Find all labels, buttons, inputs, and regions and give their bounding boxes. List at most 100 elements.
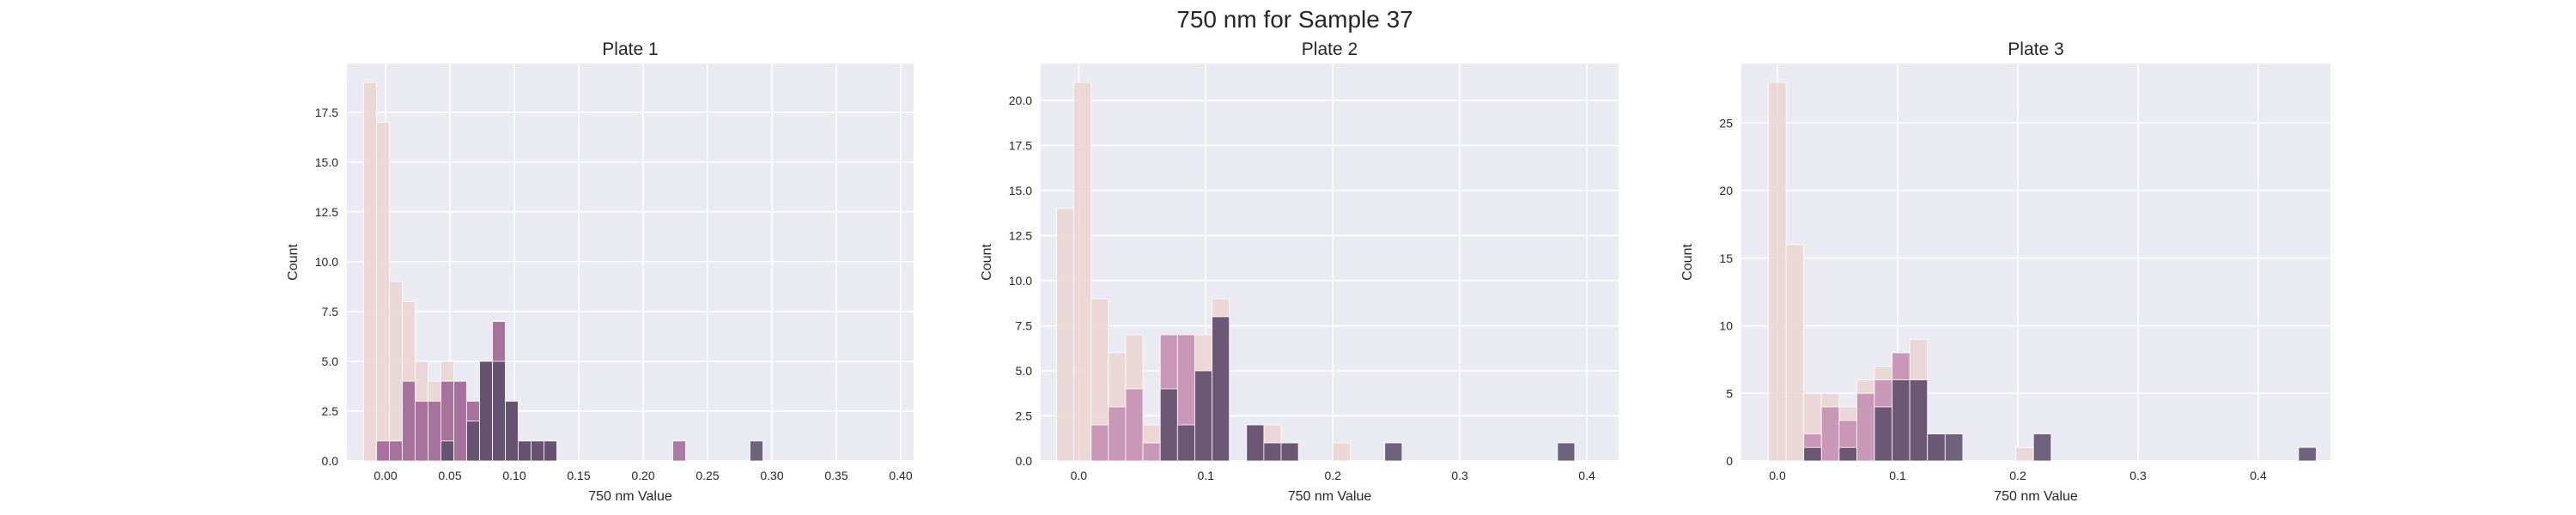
y-tick-label: 10.0 bbox=[315, 255, 338, 269]
y-tick-label: 0 bbox=[1726, 454, 1733, 468]
histogram-bar bbox=[2032, 433, 2052, 462]
x-axis-label: 750 nm Value bbox=[588, 489, 672, 504]
histogram-bar bbox=[492, 360, 506, 462]
histogram-bar bbox=[1803, 446, 1822, 462]
x-tick-label: 0.20 bbox=[631, 469, 654, 482]
y-tick-label: 0.0 bbox=[322, 454, 339, 468]
histogram-bar bbox=[672, 440, 686, 462]
chart-panel-3: 0.0 0.1 0.2 0.3 0.4 0 5 10 15 20 25 Plate 3 750 nm V… bbox=[1680, 39, 2330, 504]
y-tick-label: 2.5 bbox=[322, 404, 339, 418]
y-tick-label: 5 bbox=[1726, 386, 1733, 400]
x-tick-label: 0.40 bbox=[889, 469, 912, 482]
y-tick-label: 12.5 bbox=[315, 205, 338, 219]
histogram-bar bbox=[1142, 442, 1161, 462]
x-tick-label: 0.2 bbox=[2009, 469, 2026, 482]
y-tick-label: 2.5 bbox=[1016, 409, 1033, 423]
y-tick-label: 7.5 bbox=[1016, 319, 1033, 333]
histogram-bar bbox=[1944, 433, 1964, 462]
histogram-bar bbox=[376, 440, 390, 462]
y-tick-label: 10.0 bbox=[1009, 274, 1032, 288]
histogram-bar bbox=[1384, 442, 1403, 462]
y-tick-label: 20.0 bbox=[1009, 94, 1032, 107]
histogram-bar bbox=[1838, 446, 1857, 462]
histogram-bar bbox=[1820, 406, 1840, 462]
y-axis-label: Count bbox=[980, 244, 994, 281]
histogram-bar bbox=[402, 380, 416, 462]
histogram-bar bbox=[1768, 82, 1787, 462]
histogram-bar bbox=[389, 281, 403, 462]
histogram-bar bbox=[2298, 446, 2317, 462]
histogram-bar bbox=[376, 122, 390, 462]
y-axis-label: Count bbox=[286, 244, 301, 281]
histogram-bar bbox=[1212, 316, 1230, 462]
x-tick-label: 0.4 bbox=[2250, 469, 2267, 482]
x-tick-label: 0.10 bbox=[502, 469, 526, 482]
y-tick-label: 7.5 bbox=[322, 305, 339, 318]
y-axis-label: Count bbox=[1680, 244, 1695, 281]
histogram-bar bbox=[1125, 388, 1144, 462]
histogram-bar bbox=[1892, 379, 1911, 462]
chart-panel-2: 0.0 0.1 0.2 0.3 0.4 0.0 2.5 5.0 7.5 10.0 12.5 15.0 1… bbox=[980, 39, 1619, 504]
histogram-bar bbox=[1909, 379, 1929, 462]
panel-title: Plate 3 bbox=[2008, 39, 2063, 59]
y-tick-label: 17.5 bbox=[315, 106, 338, 119]
histogram-bar bbox=[505, 400, 519, 462]
histogram-bar bbox=[1108, 406, 1127, 462]
figure-title: 750 nm for Sample 37 bbox=[1176, 6, 1413, 33]
histogram-bar bbox=[1091, 424, 1109, 462]
y-tick-label: 15.0 bbox=[1009, 184, 1032, 197]
histogram-bar bbox=[440, 440, 454, 462]
histogram-bar bbox=[1194, 370, 1212, 462]
histogram-bar bbox=[466, 421, 480, 462]
histogram-bar bbox=[1856, 392, 1875, 462]
histogram-bar bbox=[1785, 244, 1805, 462]
x-tick-label: 0.2 bbox=[1324, 469, 1341, 482]
x-tick-label: 0.0 bbox=[1071, 469, 1088, 482]
x-tick-label: 0.35 bbox=[824, 469, 848, 482]
x-tick-label: 0.4 bbox=[1578, 469, 1595, 482]
x-tick-label: 0.30 bbox=[760, 469, 783, 482]
y-tick-label: 0.0 bbox=[1016, 454, 1033, 468]
histogram-bar bbox=[1332, 442, 1351, 462]
x-tick-label: 0.1 bbox=[1889, 469, 1906, 482]
x-tick-label: 0.15 bbox=[567, 469, 590, 482]
y-tick-label: 12.5 bbox=[1009, 229, 1032, 243]
plot-area bbox=[1741, 64, 2330, 461]
histogram-bar bbox=[1056, 208, 1075, 462]
histogram-bar bbox=[1927, 433, 1946, 462]
x-axis-label: 750 nm Value bbox=[1994, 489, 2078, 504]
y-tick-label: 5.0 bbox=[322, 354, 339, 368]
histogram-bar bbox=[1280, 442, 1299, 462]
x-tick-label: 0.1 bbox=[1198, 469, 1215, 482]
histogram-bar bbox=[2015, 446, 2034, 462]
histogram-bar bbox=[479, 360, 493, 462]
histogram-bar bbox=[389, 440, 403, 462]
x-tick-label: 0.00 bbox=[374, 469, 397, 482]
histogram-bar bbox=[453, 380, 467, 462]
x-tick-label: 0.25 bbox=[696, 469, 719, 482]
y-tick-label: 5.0 bbox=[1016, 364, 1033, 378]
x-tick-label: 0.0 bbox=[1769, 469, 1786, 482]
histogram-bar bbox=[428, 400, 441, 462]
histogram-bar bbox=[1263, 442, 1282, 462]
y-tick-label: 17.5 bbox=[1009, 139, 1032, 153]
histogram-bar bbox=[1557, 442, 1576, 462]
histogram-bar bbox=[531, 440, 544, 462]
x-tick-label: 0.05 bbox=[438, 469, 461, 482]
histogram-bar bbox=[518, 440, 532, 462]
histogram-bar bbox=[1159, 388, 1178, 462]
panel-title: Plate 2 bbox=[1302, 39, 1358, 59]
x-axis-label: 750 nm Value bbox=[1288, 489, 1372, 504]
y-tick-label: 25 bbox=[1719, 116, 1733, 130]
histogram-bar bbox=[1073, 82, 1092, 462]
x-tick-label: 0.3 bbox=[1451, 469, 1468, 482]
histogram-bar bbox=[1874, 406, 1893, 462]
y-tick-label: 10 bbox=[1719, 319, 1733, 333]
histogram-bar bbox=[415, 400, 428, 462]
chart-panel-1: 0.00 0.05 0.10 0.15 0.20 0.25 0.30 0.35 0.40 0.0 2… bbox=[286, 39, 914, 504]
histogram-bar bbox=[544, 440, 557, 462]
histogram-bar bbox=[1246, 424, 1265, 462]
histogram-bar bbox=[363, 82, 377, 462]
panel-title: Plate 1 bbox=[602, 39, 658, 59]
